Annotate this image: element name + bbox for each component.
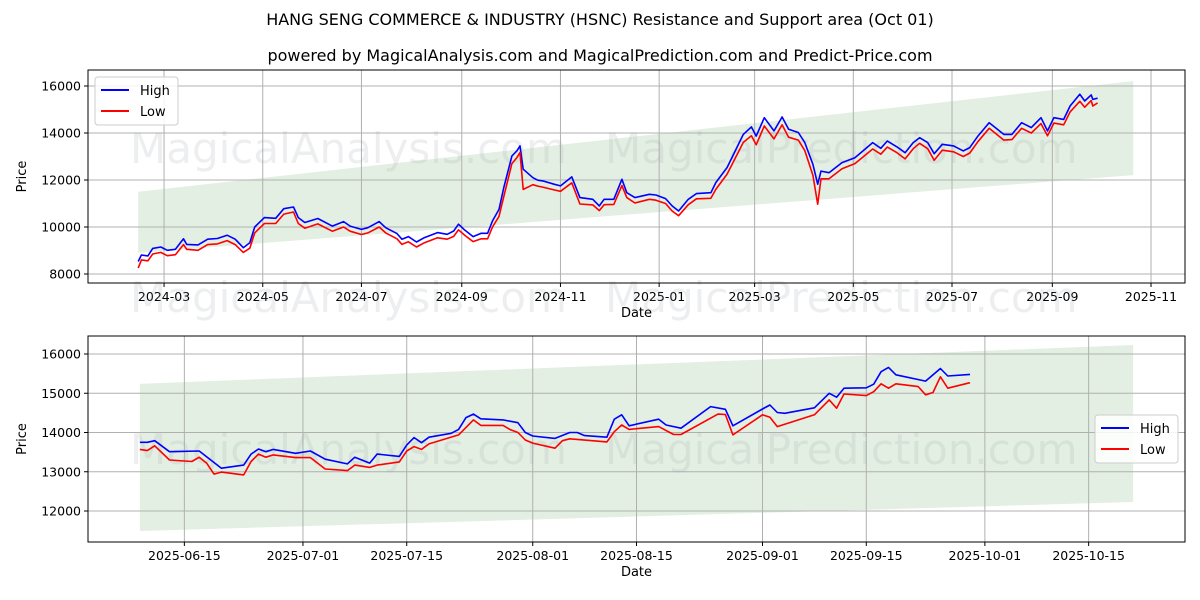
y-tick-label: 14000 <box>41 126 81 141</box>
x-tick-label: 2024-03 <box>138 289 190 304</box>
legend: High Low <box>94 76 179 126</box>
x-tick-label: 2025-07-01 <box>267 548 340 563</box>
y-tick-label: 10000 <box>41 220 81 235</box>
y-tick-label: 12000 <box>41 503 81 518</box>
chart-subtitle: powered by MagicalAnalysis.com and Magic… <box>267 46 933 65</box>
support-resistance-band <box>138 81 1134 253</box>
watermark: MagicalPrediction.com <box>605 124 1078 173</box>
x-tick-label: 2024-07 <box>335 289 387 304</box>
x-tick-label: 2025-11 <box>1125 289 1177 304</box>
x-tick-label: 2025-08-15 <box>600 548 673 563</box>
x-tick-label: 2025-01 <box>633 289 685 304</box>
x-tick-label: 2025-09 <box>1026 289 1078 304</box>
x-tick-label: 2025-09-15 <box>830 548 903 563</box>
chart-title: HANG SENG COMMERCE & INDUSTRY (HSNC) Res… <box>266 10 934 29</box>
x-tick-label: 2024-11 <box>534 289 586 304</box>
series-line-high <box>139 366 971 470</box>
y-tick-label: 14000 <box>41 425 81 440</box>
y-axis-label: Price <box>15 161 30 193</box>
y-tick-label: 16000 <box>41 79 81 94</box>
x-axis-label: Date <box>621 565 652 580</box>
y-tick-label: 16000 <box>41 347 81 362</box>
y-tick-label: 12000 <box>41 173 81 188</box>
x-axis-label: Date <box>621 306 652 321</box>
x-tick-label: 2025-09-01 <box>726 548 799 563</box>
plot-frame <box>87 69 1186 284</box>
x-tick-label: 2025-06-15 <box>148 548 221 563</box>
x-tick-label: 2024-09 <box>436 289 488 304</box>
legend: High Low <box>1094 414 1179 464</box>
x-tick-label: 2025-07-15 <box>370 548 443 563</box>
subplot-1: 2024-03 2024-05 2024-07 2024-09 2024-11 2025-… <box>15 69 1186 322</box>
legend-label-low: Low <box>140 105 166 120</box>
x-tick-label: 2025-08-01 <box>496 548 569 563</box>
series-line-high <box>137 93 1098 262</box>
subplot-2: 2025-06-15 2025-07-01 2025-07-15 2025-08-01… <box>15 335 1186 580</box>
y-tick-label: 15000 <box>41 386 81 401</box>
x-tick-label: 2025-03 <box>728 289 780 304</box>
watermark: MagicalAnalysis.com <box>130 425 567 474</box>
y-tick-label: 13000 <box>41 464 81 479</box>
x-tick-label: 2025-07 <box>926 289 978 304</box>
series-line-low <box>137 99 1099 269</box>
series-line-low <box>139 375 971 476</box>
x-tick-label: 2025-10-15 <box>1052 548 1125 563</box>
x-tick-label: 2024-05 <box>237 289 289 304</box>
y-tick-label: 8000 <box>49 266 81 281</box>
watermark: MagicalAnalysis.com <box>130 124 567 173</box>
legend-label-low: Low <box>1140 443 1166 458</box>
x-tick-label: 2025-10-01 <box>949 548 1022 563</box>
legend-label-high: High <box>1140 422 1170 437</box>
watermark: MagicalPrediction.com <box>605 273 1078 322</box>
plot-frame <box>87 335 1186 543</box>
watermark: MagicalAnalysis.com <box>130 273 567 322</box>
y-axis-label: Price <box>15 423 30 455</box>
legend-label-high: High <box>140 84 170 99</box>
watermark: MagicalPrediction.com <box>605 425 1078 474</box>
x-tick-label: 2025-05 <box>827 289 879 304</box>
